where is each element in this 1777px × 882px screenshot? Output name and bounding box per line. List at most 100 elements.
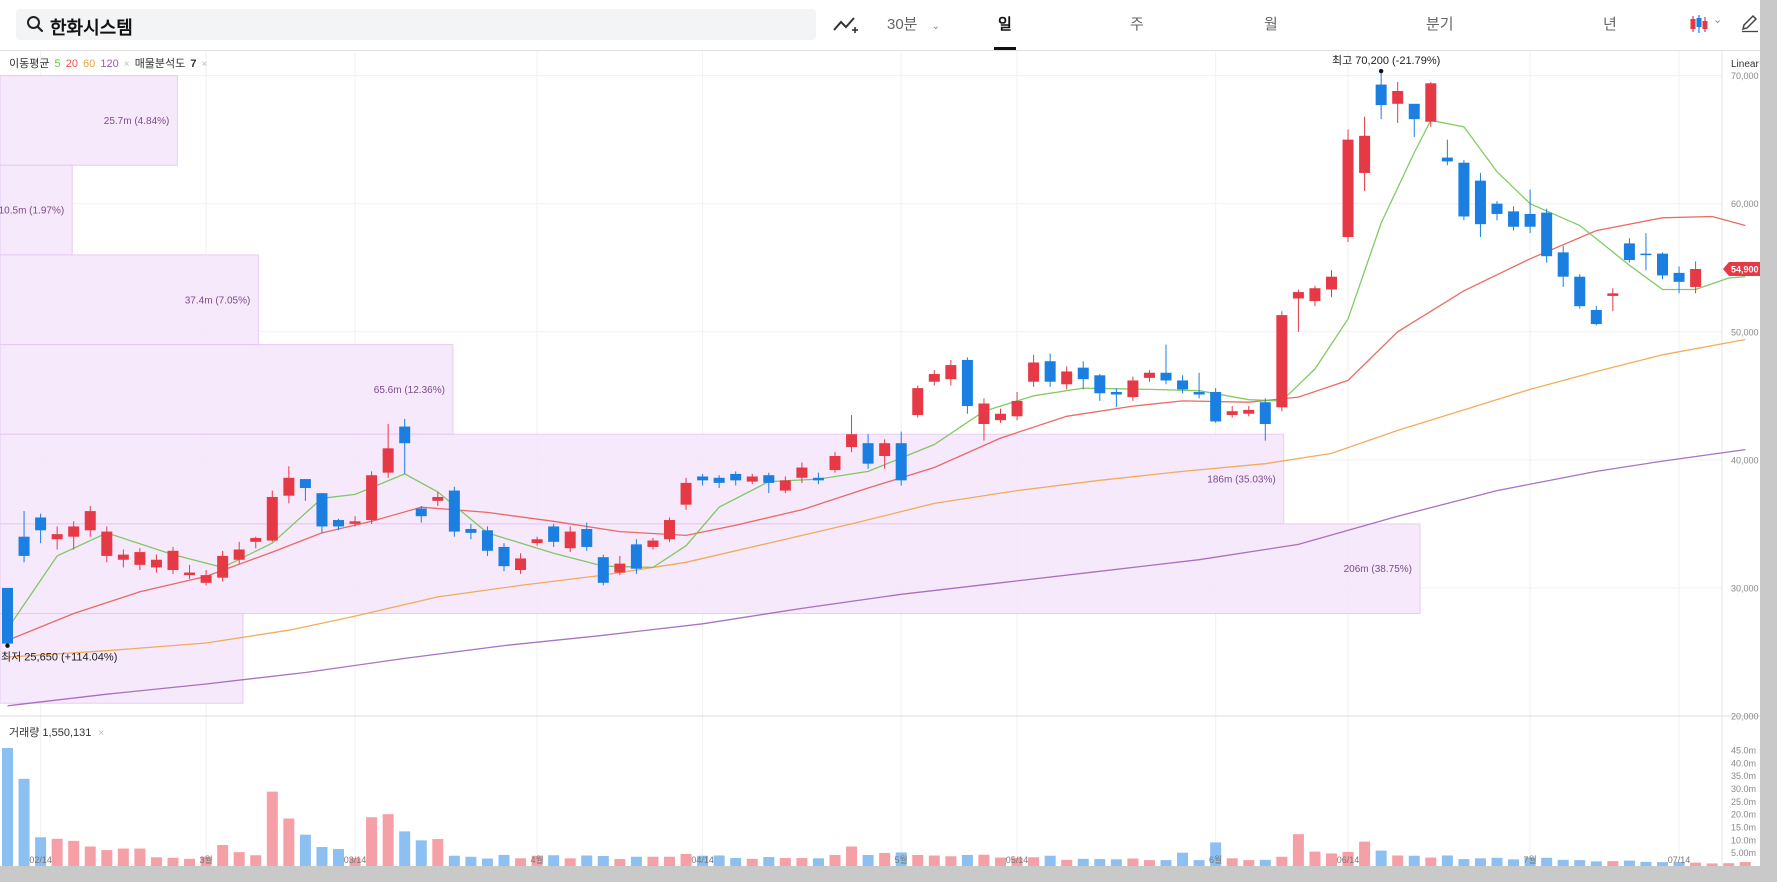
- chevron-down-icon[interactable]: ⌄: [1713, 14, 1723, 26]
- candle-body: [184, 572, 196, 576]
- candle: [1425, 82, 1437, 127]
- volume-bar: [1524, 857, 1536, 866]
- candle: [1110, 388, 1122, 408]
- candle: [1259, 398, 1271, 441]
- volume-bar: [498, 854, 510, 866]
- volume-bar: [1061, 859, 1073, 866]
- candle-body: [763, 475, 775, 483]
- volume-bar: [1706, 863, 1718, 866]
- candle-body: [912, 388, 924, 416]
- volume-bar: [763, 857, 775, 866]
- ma60-line: [7, 338, 1746, 658]
- candle-body: [1127, 380, 1139, 398]
- pencil-icon[interactable]: [1740, 13, 1760, 33]
- volume-profile-label: 186m (35.03%): [1207, 475, 1275, 486]
- candle-body: [18, 536, 30, 556]
- candle-body: [1425, 83, 1437, 122]
- candle: [1309, 285, 1321, 307]
- candle: [1276, 311, 1288, 412]
- line-chart-icon[interactable]: [832, 12, 858, 36]
- volume-bar: [912, 854, 924, 866]
- low-marker: [5, 643, 10, 648]
- candle: [1326, 270, 1337, 298]
- candle: [415, 505, 427, 523]
- volume-bar: [1590, 861, 1602, 866]
- tab-day[interactable]: 일: [998, 16, 1012, 33]
- volume-bar: [680, 853, 692, 866]
- candle-body: [1574, 276, 1586, 307]
- candle-body: [382, 448, 394, 473]
- volume-bar: [779, 858, 791, 866]
- last-price-marker: [1723, 262, 1760, 277]
- candle-body: [1143, 372, 1155, 378]
- candle: [829, 452, 841, 473]
- candle: [382, 423, 394, 478]
- candle: [167, 546, 179, 574]
- candle: [846, 415, 858, 453]
- candle: [928, 370, 940, 386]
- volume-tick-label: 20.0m: [1731, 810, 1756, 820]
- volume-bar: [1143, 860, 1155, 866]
- volume-bar: [68, 840, 80, 866]
- candle: [879, 439, 891, 469]
- candle-body: [498, 546, 510, 567]
- date-tick-label: 04/14: [691, 855, 714, 865]
- volume-bar: [713, 855, 725, 866]
- search-input[interactable]: 한화시스템: [16, 9, 816, 40]
- volume-bar: [349, 858, 361, 866]
- candle-body: [1359, 135, 1371, 173]
- volume-profile-bar: [0, 254, 259, 346]
- candle-body: [1657, 253, 1668, 276]
- candle: [961, 357, 973, 414]
- candle-body: [829, 456, 841, 471]
- candle: [1210, 388, 1222, 423]
- ma5-legend: 5: [54, 58, 61, 70]
- candlestick-icon[interactable]: [1688, 13, 1710, 35]
- volume-profile-bar: [0, 613, 244, 704]
- volume-bar: [697, 855, 709, 866]
- tab-quarter[interactable]: 분기: [1426, 16, 1454, 33]
- volume-bar: [1408, 855, 1420, 866]
- close-icon[interactable]: ×: [123, 59, 130, 70]
- volume-tick-label: 15.0m: [1731, 823, 1756, 833]
- tab-week[interactable]: 주: [1130, 16, 1144, 33]
- volume-bar: [316, 847, 328, 866]
- volume-bar: [1110, 859, 1122, 866]
- search-icon: [27, 16, 44, 33]
- candle-body: [465, 529, 477, 533]
- candle: [912, 385, 924, 418]
- candle-body: [150, 559, 162, 568]
- candle-body: [630, 544, 642, 569]
- tab-year[interactable]: 년: [1603, 16, 1617, 33]
- date-tick-label: 07/14: [1668, 855, 1691, 865]
- price-tick-label: 30,000: [1731, 583, 1759, 593]
- candle-body: [399, 426, 411, 444]
- candle-body: [200, 575, 212, 583]
- tab-30min[interactable]: 30분 ⌄: [887, 16, 941, 33]
- candle: [1359, 116, 1371, 191]
- candle: [1392, 82, 1404, 124]
- candle-body: [895, 443, 907, 481]
- candle: [333, 518, 344, 531]
- volume-label: 거래량 1,550,131: [9, 727, 92, 739]
- candle-body: [1276, 315, 1288, 408]
- volume-bar: [879, 852, 891, 866]
- candle-body: [1193, 391, 1205, 395]
- candle-body: [1491, 203, 1503, 214]
- volume-bar: [647, 856, 659, 866]
- candle: [664, 517, 675, 542]
- volume-bar: [117, 848, 129, 866]
- volume-bar: [1342, 851, 1354, 866]
- close-icon[interactable]: ×: [98, 728, 105, 739]
- candle: [680, 477, 692, 510]
- close-icon[interactable]: ×: [201, 59, 208, 70]
- date-axis: 02/14 3월 03/14 4월 04/14 5월 05/14 6월 06/14 7월 07/14: [29, 854, 1690, 865]
- candle: [1143, 370, 1155, 382]
- tab-month[interactable]: 월: [1264, 16, 1278, 33]
- candle-body: [1011, 400, 1023, 417]
- volume-bar: [448, 855, 460, 866]
- candle: [1458, 160, 1470, 221]
- candle-body: [1077, 367, 1089, 380]
- volume-bar: [283, 818, 295, 866]
